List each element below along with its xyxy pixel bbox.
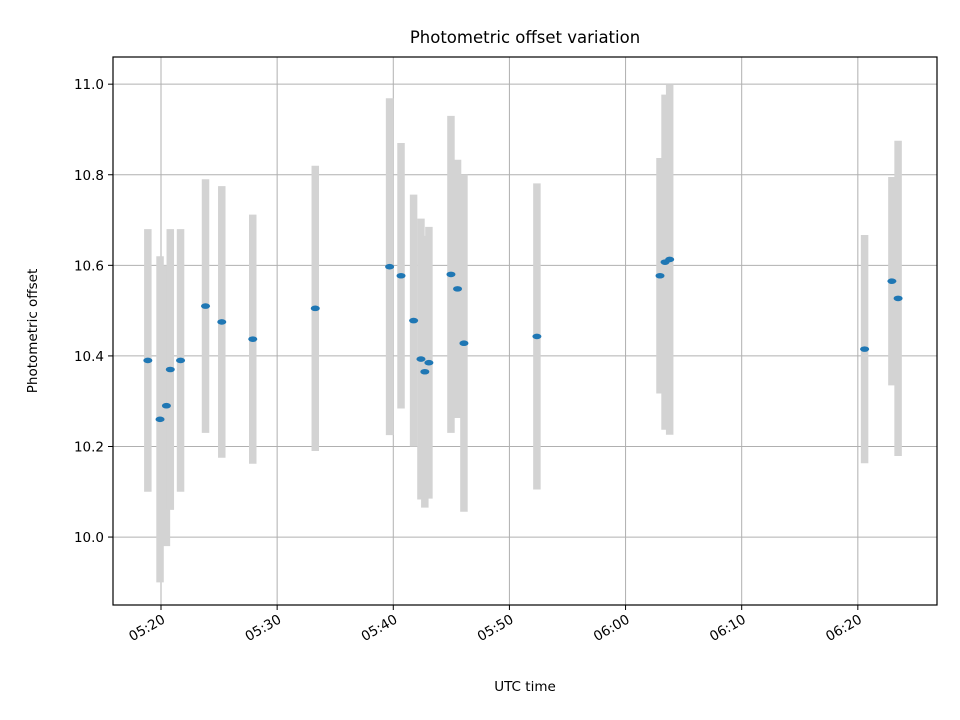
data-point — [532, 333, 542, 340]
data-point — [424, 359, 434, 366]
data-point — [155, 416, 165, 423]
data-points — [143, 256, 903, 423]
data-point — [165, 366, 175, 373]
data-point — [893, 295, 903, 302]
chart-title: Photometric offset variation — [410, 28, 640, 47]
data-point — [396, 272, 406, 279]
y-tick-label: 10.4 — [74, 349, 104, 365]
data-point — [420, 368, 430, 375]
y-tick-label: 10.6 — [74, 258, 104, 274]
y-tick-label: 10.2 — [74, 439, 104, 455]
data-point — [459, 340, 469, 347]
data-point — [446, 271, 456, 278]
data-point — [385, 263, 395, 270]
plot-area — [113, 57, 937, 605]
data-point — [655, 272, 665, 279]
data-point — [665, 256, 675, 263]
data-point — [217, 319, 227, 325]
data-point — [416, 356, 426, 362]
y-axis-ticks: 10.0 10.2 10.4 10.6 10.8 11.0 — [74, 77, 113, 546]
data-point — [248, 336, 258, 342]
y-tick-label: 11.0 — [74, 77, 104, 93]
data-point — [201, 303, 211, 309]
y-tick-label: 10.0 — [74, 530, 104, 546]
data-point — [176, 357, 186, 364]
y-axis-label: Photometric offset — [25, 269, 41, 393]
y-tick-label: 10.8 — [74, 168, 104, 184]
data-point — [860, 346, 870, 352]
data-point — [143, 357, 153, 364]
data-point — [453, 286, 463, 292]
x-axis-label: UTC time — [494, 679, 556, 695]
data-point — [409, 317, 419, 324]
plot-frame — [112, 56, 938, 606]
data-point — [887, 278, 897, 284]
data-point — [310, 305, 320, 312]
data-point — [161, 402, 171, 409]
